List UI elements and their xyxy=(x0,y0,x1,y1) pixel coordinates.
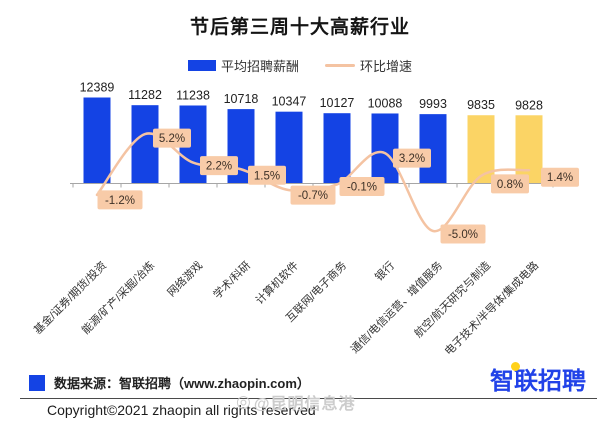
growth-label: -0.1% xyxy=(347,181,377,193)
copyright-text: Copyright©2021 zhaopin all rights reserv… xyxy=(47,402,316,418)
chart-legend: 平均招聘薪酬 环比增速 xyxy=(0,56,600,75)
data-source-text: 数据来源：智联招聘（www.zhaopin.com） xyxy=(54,376,310,391)
zhaopin-logo-text: 智联招聘 xyxy=(490,368,586,395)
bar xyxy=(467,115,495,184)
category-label: 网络游戏 xyxy=(164,258,205,299)
growth-label: 3.2% xyxy=(399,153,425,165)
category-label: 通信/电信运营、增值服务 xyxy=(347,258,445,356)
category-label: 学术/科研 xyxy=(210,258,253,301)
growth-label: -5.0% xyxy=(448,229,478,241)
data-source-row: 数据来源：智联招聘（www.zhaopin.com） xyxy=(29,373,310,392)
growth-label-box xyxy=(393,148,431,168)
growth-line xyxy=(95,132,531,233)
bar-value-label: 12389 xyxy=(80,81,115,95)
category-label: 计算机软件 xyxy=(252,258,301,307)
legend-bar-swatch xyxy=(187,60,216,71)
category-label: 电子技术/半导体/集成电路 xyxy=(441,258,541,358)
zhaopin-logo: 智联招聘 xyxy=(490,361,586,396)
watermark: ◎ @昆明信息港 xyxy=(236,390,355,414)
growth-label-box xyxy=(491,174,529,194)
bar-value-label: 11282 xyxy=(128,88,162,102)
growth-label-box xyxy=(200,156,238,176)
bar xyxy=(371,113,399,184)
growth-label: 2.2% xyxy=(206,161,232,173)
growth-label-box xyxy=(440,224,486,244)
bar-value-label: 9835 xyxy=(467,98,495,112)
growth-label: 1.5% xyxy=(254,170,280,182)
watermark-snail-icon: ◎ xyxy=(236,392,252,411)
growth-label: 1.4% xyxy=(547,172,573,184)
category-label: 银行 xyxy=(372,258,397,283)
footer-divider xyxy=(20,398,597,399)
growth-label-box xyxy=(339,176,385,196)
bar-value-label: 10718 xyxy=(224,92,259,106)
legend-line-label: 环比增速 xyxy=(360,59,413,74)
bar-value-label: 10127 xyxy=(320,96,355,110)
growth-label-box xyxy=(97,190,143,210)
growth-label: -0.7% xyxy=(298,190,328,202)
bar-value-label: 11238 xyxy=(176,88,210,102)
bar-value-label: 9993 xyxy=(419,97,447,111)
chart-title: 节后第三周十大高薪行业 xyxy=(189,17,410,38)
growth-label: 5.2% xyxy=(159,133,185,145)
growth-label-box xyxy=(153,128,191,148)
growth-label: -1.2% xyxy=(105,195,135,207)
watermark-text: @昆明信息港 xyxy=(253,396,356,413)
legend-item-growth: 环比增速 xyxy=(325,56,412,75)
legend-line-swatch xyxy=(325,64,355,67)
growth-label-box xyxy=(541,167,579,187)
bar-value-label: 9828 xyxy=(515,98,543,112)
legend-item-salary: 平均招聘薪酬 xyxy=(187,56,299,75)
combo-chart: 12389 11282 11238 10718 10347 10127 10088 9993 9… xyxy=(31,81,579,358)
bar-value-label: 10347 xyxy=(272,95,307,109)
bar xyxy=(83,97,111,184)
growth-label-box xyxy=(248,165,286,185)
source-swatch-icon xyxy=(29,374,45,391)
legend-bar-label: 平均招聘薪酬 xyxy=(220,59,299,74)
bar-value-label: 10088 xyxy=(368,96,403,110)
growth-label-box xyxy=(290,185,336,205)
bar xyxy=(515,115,543,184)
logo-yellow-dot-icon xyxy=(511,362,520,371)
growth-label: 0.8% xyxy=(497,179,523,191)
bar xyxy=(323,113,351,184)
